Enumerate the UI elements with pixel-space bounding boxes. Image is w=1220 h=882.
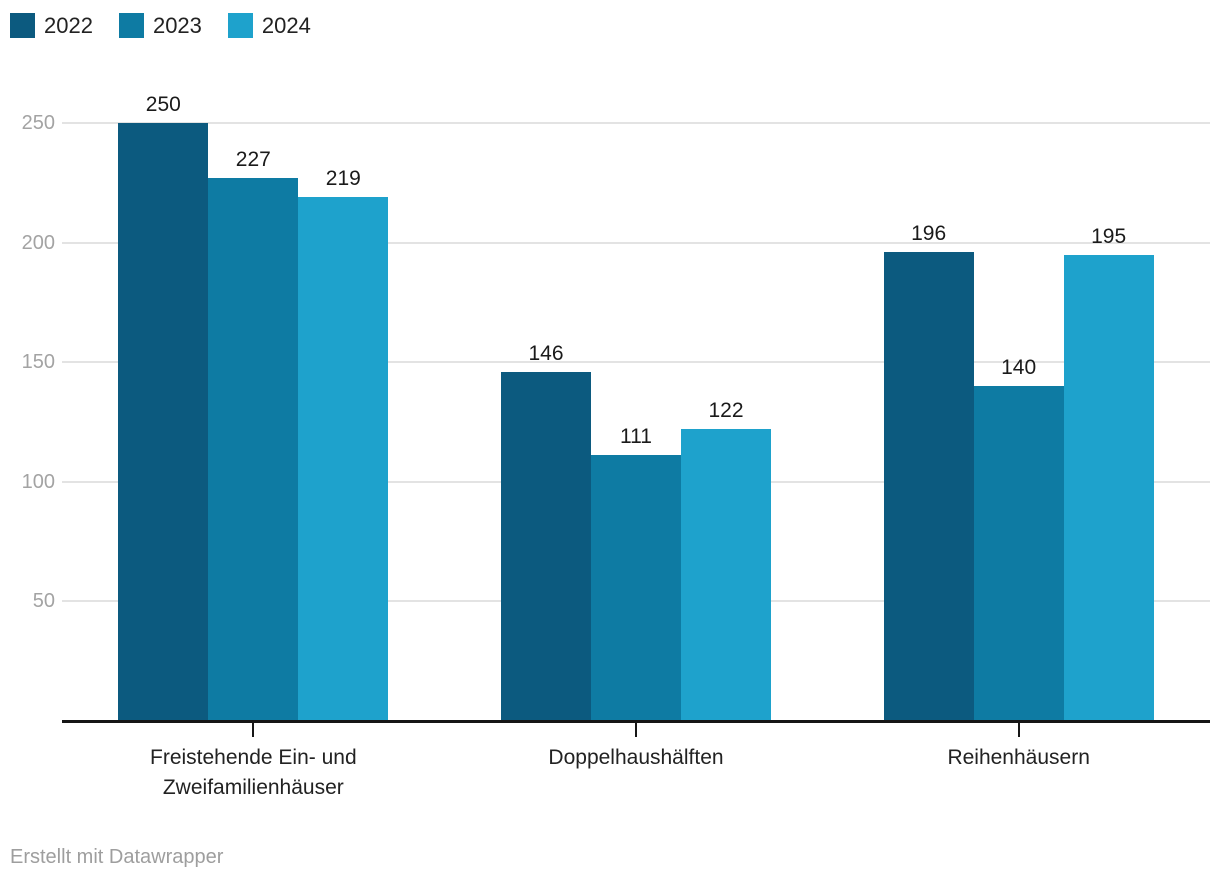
legend: 2022 2023 2024 [10,13,311,38]
bar-value-label-2022-group1: 250 [145,93,181,116]
legend-item-2022: 2022 [10,13,93,38]
x-axis-tick-group1 [252,723,255,737]
y-axis-label-100: 100 [21,470,55,493]
bar-value-label-2023-group1: 227 [235,148,271,172]
x-axis-label-text: Reihenhäusern [947,746,1090,769]
x-axis-label-group2: Doppelhaushälften [445,743,827,773]
y-axis-label-200: 200 [21,231,55,254]
legend-label-2022: 2022 [44,13,93,38]
bar-2024-group2 [681,429,771,721]
gridline-150 [62,361,1210,364]
legend-item-2024: 2024 [227,13,311,38]
bar-value-label-2024-group1: 219 [325,167,361,191]
datawrapper-attribution[interactable]: Erstellt mit Datawrapper [10,846,224,868]
gridline-250 [62,122,1210,124]
bar-2023-group2 [591,455,681,721]
legend-label-2024: 2024 [261,13,311,38]
y-axis-label-250: 250 [21,112,55,134]
legend-swatch-2023-icon [118,13,144,38]
x-axis-tick-group3 [1017,723,1020,737]
bar-2022-group2 [501,371,591,721]
legend-label-2023: 2023 [152,13,202,38]
bar-value-label-2023-group2: 111 [620,425,652,449]
bar-2024-group3 [1063,254,1154,721]
gridline-200 [62,241,1210,244]
x-axis-label-group1: Freistehende Ein- und Zweifamilienhäuser [62,743,444,803]
x-axis-line [62,720,1210,723]
y-axis-label-50: 50 [32,590,55,613]
legend-swatch-2024-icon [227,13,253,38]
x-axis-label-text: Freistehende Ein- und Zweifamilienhäuser [150,746,357,799]
bar-2023-group3 [973,386,1064,721]
bar-value-label-2024-group3: 195 [1091,224,1127,248]
bar-2022-group1 [118,123,209,721]
bar-2022-group3 [883,252,974,721]
bar-value-label-2022-group2: 146 [528,341,564,365]
bar-2023-group1 [208,178,299,721]
y-axis-label-150: 150 [21,351,55,374]
bar-value-label-2024-group2: 122 [708,399,744,423]
x-axis-label-text: Doppelhaushälften [548,746,724,769]
legend-item-2023: 2023 [118,13,202,38]
legend-swatch-2022-icon [10,13,35,38]
x-axis-tick-group2 [635,723,637,737]
x-axis-label-group3: Reihenhäusern [828,743,1210,773]
bar-2024-group1 [298,197,389,721]
bar-value-label-2022-group3: 196 [911,222,947,246]
bar-value-label-2023-group3: 140 [1001,356,1037,380]
